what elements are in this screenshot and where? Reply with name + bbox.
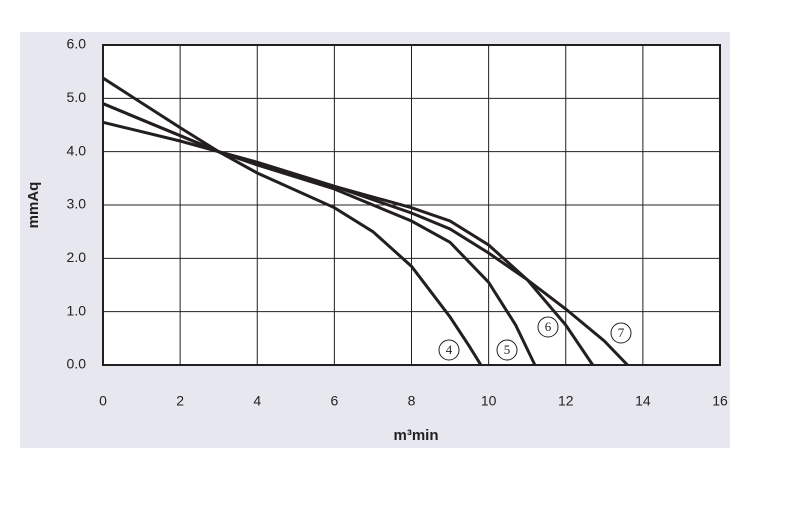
plot-border	[102, 44, 721, 366]
x-tick-label: 12	[558, 393, 574, 409]
x-tick-label: 10	[481, 393, 497, 409]
legend-label: 7	[618, 325, 625, 340]
x-tick-label: 2	[176, 393, 184, 409]
y-tick-label: 3.0	[67, 196, 87, 212]
legend-marker	[438, 339, 460, 361]
y-tick-label: 2.0	[67, 249, 87, 265]
legend-label: 5	[504, 342, 511, 357]
curve	[102, 120, 594, 366]
curve	[102, 76, 483, 366]
x-tick-label: 14	[635, 393, 651, 409]
curve	[102, 102, 629, 367]
x-tick-label: 16	[712, 393, 728, 409]
y-tick-label: 4.0	[67, 142, 87, 158]
x-axis-label: m³min	[394, 427, 439, 444]
y-tick-label: 5.0	[67, 89, 87, 105]
x-tick-label: 4	[253, 393, 261, 409]
y-tick-label: 6.0	[67, 36, 87, 52]
x-tick-label: 6	[330, 393, 338, 409]
y-axis-label: mmAq	[25, 182, 42, 229]
y-tick-label: 0.0	[67, 356, 87, 372]
x-tick-label: 8	[408, 393, 416, 409]
y-tick-label: 1.0	[67, 302, 87, 318]
legend-label: 6	[545, 319, 552, 334]
legend-label: 4	[446, 342, 453, 357]
legend-marker	[537, 316, 559, 338]
legend-marker	[496, 339, 518, 361]
legend-marker	[610, 322, 632, 344]
x-tick-label: 0	[99, 393, 107, 409]
